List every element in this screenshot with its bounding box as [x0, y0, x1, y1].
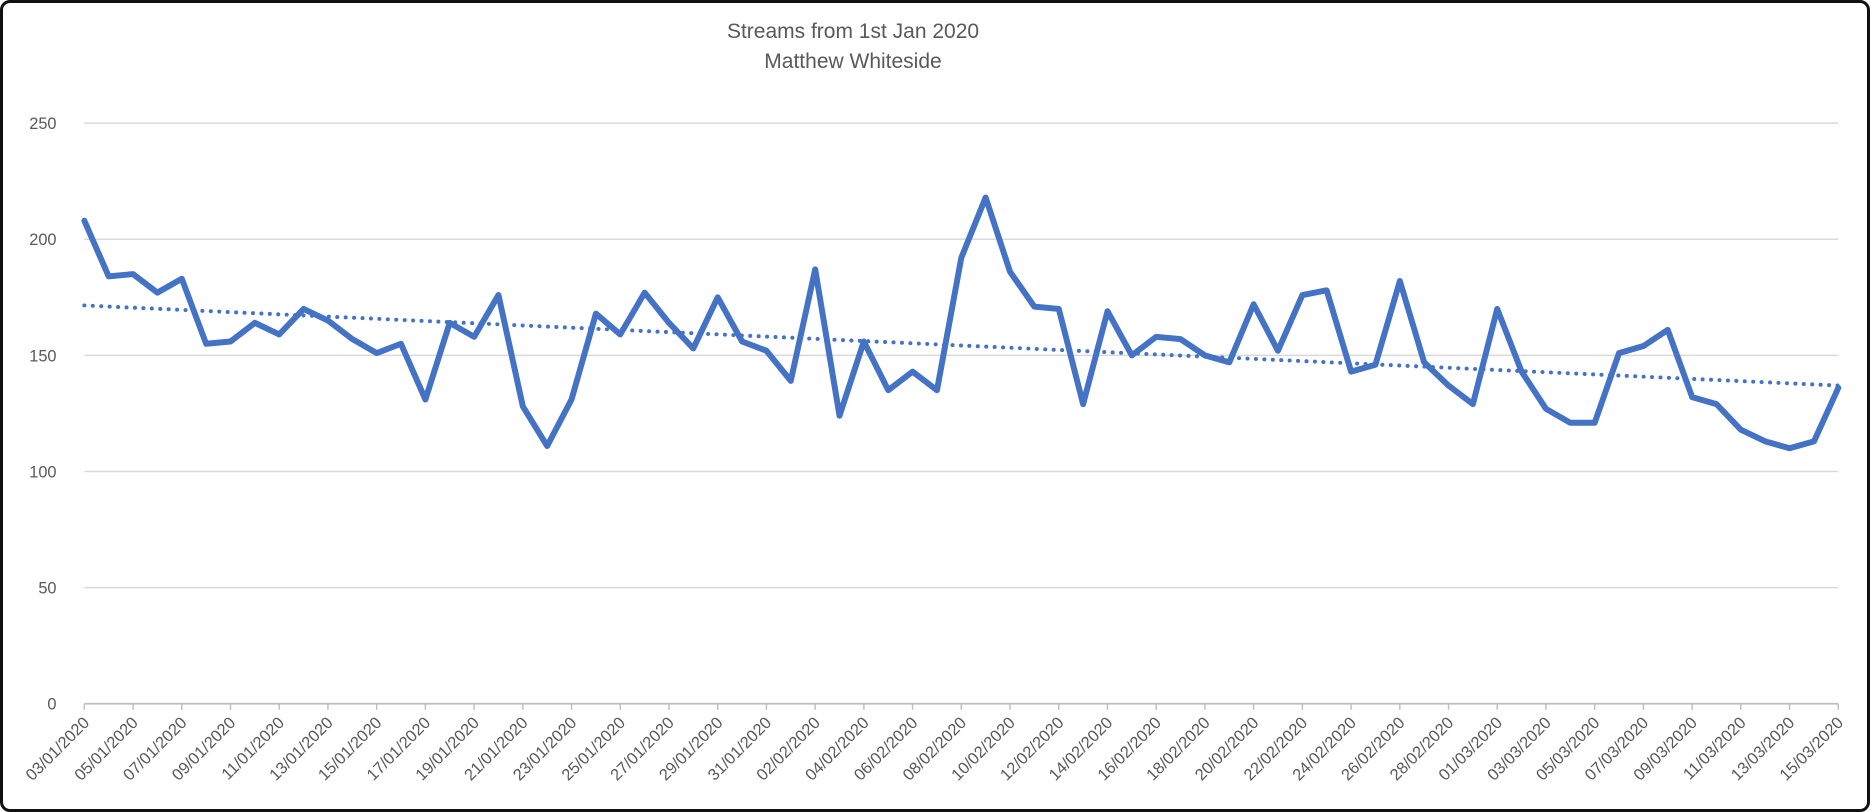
y-axis-label: 50 — [38, 580, 56, 598]
line-chart: 05010015020025003/01/202005/01/202007/01… — [22, 115, 1847, 784]
y-axis-label: 200 — [29, 231, 56, 249]
trendline — [82, 303, 1841, 388]
y-axis-label: 0 — [47, 696, 56, 714]
y-axis-label: 100 — [29, 463, 56, 481]
y-axis-label: 250 — [29, 115, 56, 133]
y-axis-label: 150 — [29, 347, 56, 365]
series-line-streams — [81, 194, 1842, 452]
